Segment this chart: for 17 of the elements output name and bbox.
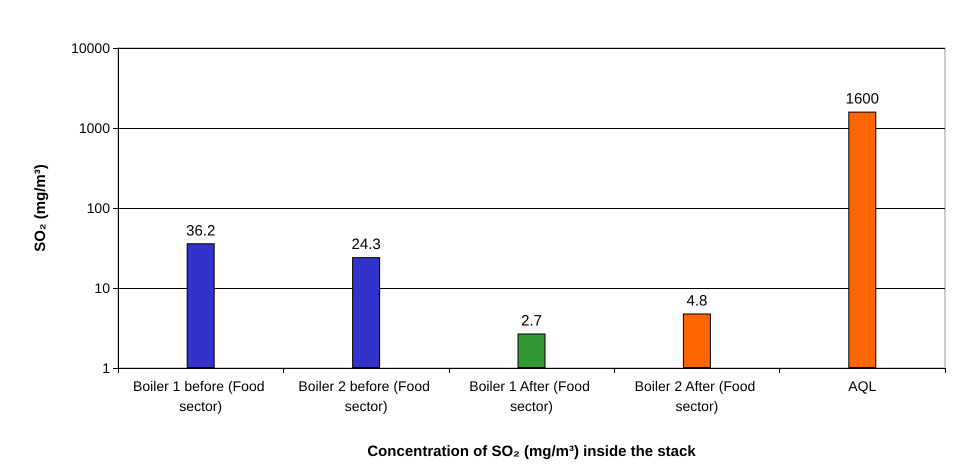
data-label: 1600 [846, 90, 879, 108]
y-tick-label: 10000 [71, 40, 110, 56]
data-label: 2.7 [521, 312, 542, 330]
y-axis-title: SO₂ (mg/m³) [32, 164, 49, 252]
y-tick-label: 100 [86, 200, 110, 216]
data-label: 36.2 [186, 222, 216, 240]
x-tick-label: Boiler 1 After (Food sector) [469, 378, 594, 414]
data-label: 4.8 [686, 292, 708, 310]
x-axis-title: Concentration of SO₂ (mg/m³) inside the stack [367, 443, 696, 460]
y-tick-label: 1 [102, 360, 110, 376]
data-label: 24.3 [352, 236, 381, 254]
x-tick-label: Boiler 2 After (Food sector) [634, 378, 760, 414]
x-tick-label: Boiler 1 before (Food sector) [132, 378, 268, 414]
x-tick-label: AQL [848, 378, 877, 394]
y-tick-label: 1000 [78, 120, 110, 136]
x-tick-label: Boiler 2 before (Food sector) [298, 378, 434, 414]
y-tick-label: 10 [94, 280, 110, 296]
